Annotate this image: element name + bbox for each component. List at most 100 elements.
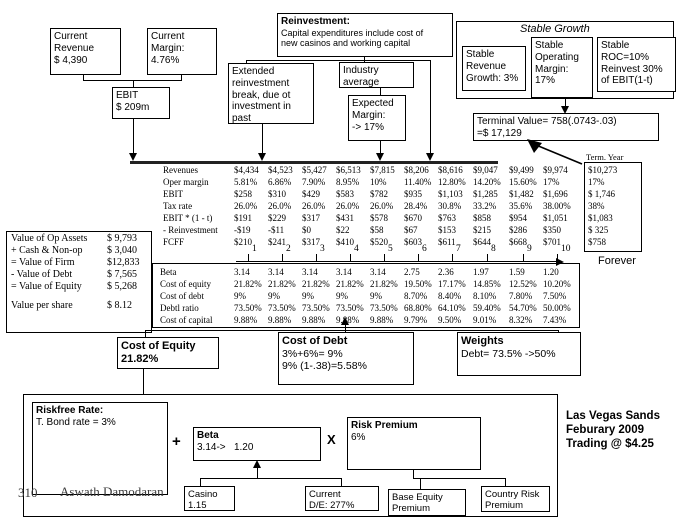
table-cell: 73.50% [336,303,364,313]
arrow-right-icon [556,257,564,266]
table-cell: $858 [473,213,491,223]
table-cell: $317 [302,213,320,223]
table-cell: $603 [404,237,422,247]
table-cell: $520 [370,237,388,247]
connector-line [200,478,202,486]
ebit-box: EBIT $ 209m [112,87,170,119]
timeline-tick [384,254,386,262]
table-cell: $286 [509,225,527,235]
value-block-label: - Value of Debt [11,269,73,280]
terminal-value-arrow [527,139,583,165]
author-name: Aswath Damodaran [60,484,164,499]
beta-text: 3.14-> 1.20 [197,441,254,453]
term-year-cell: 17% [588,177,605,187]
value-block-row: + Cash & Non-op $ 3,040 [11,245,149,256]
table-cell: 73.50% [370,303,398,313]
table-cell: 21.82% [302,279,330,289]
arrow-down-icon [258,153,266,161]
connector-line [83,75,85,81]
table-cell: 8.32% [509,315,533,325]
table-cell: $578 [370,213,388,223]
arrow-up-icon [253,460,261,468]
table-cell: $954 [509,213,527,223]
timeline-tick [418,254,420,262]
connector-line [380,88,382,96]
term-year-cell: $758 [588,237,606,247]
table-cell: 6.86% [268,177,292,187]
table-cell: $317 [302,237,320,247]
timeline-year: 7 [456,244,461,254]
expected-margin-box: Expected Margin: -> 17% [348,95,406,141]
table-cell: 26.0% [336,201,360,211]
connector-line [341,478,343,486]
discount-table-frame [152,263,580,328]
table-cell: $9,047 [473,165,498,175]
table-cell: $58 [370,225,384,235]
industry-average-text: Industry average [343,65,380,88]
stable-roc-text: Stable ROC=10% Reinvest 30% of EBIT(1-t) [601,40,663,87]
arrow-down-icon [426,153,434,161]
table-cell: 1.20 [543,267,559,277]
table-row-label: - Reinvestment [163,225,218,235]
value-block-row: - Value of Debt $ 7,565 [11,269,149,280]
table-cell: 10% [370,177,387,187]
value-block-value: $ 8.12 [107,300,132,311]
stable-operating-margin-box: Stable Operating Margin: 17% [531,37,593,98]
arrow-down-icon [376,153,384,161]
value-block: Value of Op Assets $ 9,793 + Cash & Non-op… [6,231,152,333]
term-year-cell: $ 1,746 [588,189,615,199]
timeline [236,261,558,263]
table-cell: 9.88% [302,315,326,325]
connector-line [565,98,567,107]
table-cell: 9.88% [234,315,258,325]
table-cell: 15.60% [509,177,537,187]
arrow-down-icon [561,106,569,114]
table-cell: 1.59 [509,267,525,277]
value-block-value: $ 9,793 [107,233,137,244]
table-cell: $6,513 [336,165,361,175]
table-cell: 50.00% [543,303,571,313]
connector-line [558,330,560,333]
table-cell: 17% [543,177,560,187]
table-row-label: Cost of debt [160,291,204,301]
table-cell: 9.50% [438,315,462,325]
table-cell: 12.52% [509,279,537,289]
table-cell: 9.79% [404,315,428,325]
plus-operator: + [172,433,181,450]
table-cell: 8.95% [336,177,360,187]
table-cell: $429 [302,189,320,199]
connector-line [83,80,182,82]
extended-break-text: Extended reinvestment break, due ot inve… [232,66,291,125]
timeline-tick [282,254,284,262]
extended-break-box: Extended reinvestment break, due ot inve… [228,63,314,124]
table-cell: 10.20% [543,279,571,289]
table-cell: -$19 [234,225,251,235]
table-cell: $310 [268,189,286,199]
table-cell: $583 [336,189,354,199]
timeline-tick [523,254,525,262]
table-cell: 21.82% [268,279,296,289]
table-cell: 38.00% [543,201,571,211]
table-cell: 17.17% [438,279,466,289]
term-year-label: Term. Year [586,152,624,162]
connector-line [430,60,432,154]
table-cell: $670 [404,213,422,223]
connector-line [133,80,135,88]
expected-margin-text: Expected Margin: -> 17% [352,98,394,133]
value-block-value: $ 5,268 [107,281,137,292]
table-cell: 3.14 [370,267,386,277]
beta-box: Beta 3.14-> 1.20 [193,427,321,461]
table-cell: 12.80% [438,177,466,187]
stable-roc-box: Stable ROC=10% Reinvest 30% of EBIT(1-t) [597,37,676,92]
table-cell: $215 [473,225,491,235]
connector-line [420,478,422,489]
table-cell: 9.88% [370,315,394,325]
table-cell: $9,974 [543,165,568,175]
table-cell: $763 [438,213,456,223]
table-cell: $67 [404,225,418,235]
table-cell: 26.0% [268,201,292,211]
table-row-label: Cost of equity [160,279,211,289]
table-row-label: Beta [160,267,177,277]
connector-line [246,60,248,64]
